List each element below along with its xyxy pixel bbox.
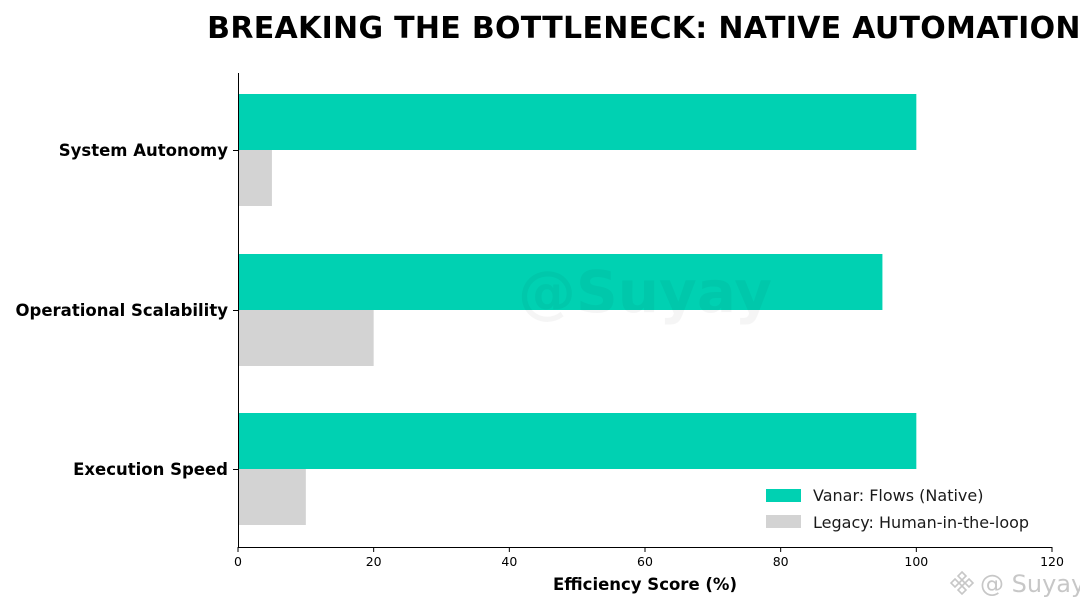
x-tick-label: 120 [1040,554,1064,569]
x-axis-title: Efficiency Score (%) [553,575,737,594]
x-tick-label: 100 [904,554,928,569]
watermark-corner: @ Suyay [980,570,1080,598]
x-tick-label: 80 [773,554,789,569]
legend-swatch-vanar [766,489,801,502]
legend: Vanar: Flows (Native) Legacy: Human-in-t… [766,486,1029,532]
category-labels: System Autonomy Operational Scalability Ex… [16,141,238,479]
category-label: Operational Scalability [16,301,229,320]
legend-label-legacy: Legacy: Human-in-the-loop [813,513,1029,532]
x-ticks: 0 20 40 60 80 100 120 [234,547,1064,569]
bar-vanar-execution-speed [238,413,917,469]
binance-logo-icon [949,570,975,596]
bar-legacy-execution-speed [238,469,306,525]
watermark-center: @Suyay [518,258,772,326]
bars-layer [238,94,917,525]
bar-legacy-operational-scalability [238,310,374,366]
chart-title: BREAKING THE BOTTLENECK: NATIVE AUTOMATI… [207,11,1080,46]
x-tick-label: 0 [234,554,242,569]
bar-legacy-system-autonomy [238,150,272,206]
legend-label-vanar: Vanar: Flows (Native) [813,486,983,505]
watermark-corner-group [949,570,975,596]
category-label: Execution Speed [73,460,228,479]
x-tick-label: 20 [366,554,382,569]
bar-vanar-system-autonomy [238,94,917,150]
legend-swatch-legacy [766,515,801,528]
x-tick-label: 60 [637,554,653,569]
bar-vanar-operational-scalability [238,254,883,310]
x-tick-label: 40 [501,554,517,569]
category-label: System Autonomy [59,141,228,160]
